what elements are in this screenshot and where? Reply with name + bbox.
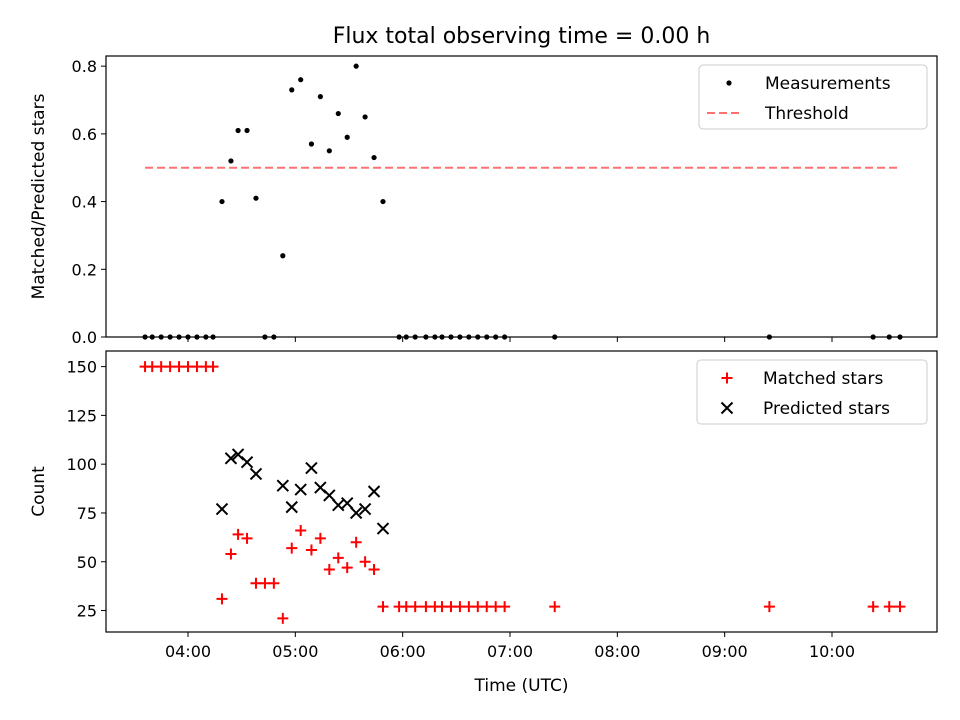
measurements-point <box>317 94 323 100</box>
matched-stars-point <box>549 601 561 613</box>
measurements-point <box>353 63 359 69</box>
chart-title: Flux total observing time = 0.00 h <box>333 24 711 49</box>
measurements-point <box>253 195 259 201</box>
x-tick-label: 04:00 <box>165 642 211 661</box>
measurements-point <box>219 198 225 205</box>
measurements-point <box>335 110 341 117</box>
measurements-point <box>228 158 234 164</box>
matched-stars-point <box>359 556 371 568</box>
legend-threshold-label: Threshold <box>764 104 849 124</box>
measurements-point <box>308 141 315 147</box>
predicted-stars-point <box>249 467 263 481</box>
matched-stars-point <box>232 528 244 540</box>
plot-frame <box>105 55 938 338</box>
y-tick-label: 0.6 <box>72 125 97 144</box>
x-tick-label: 05:00 <box>272 642 318 661</box>
predicted-stars-point <box>367 485 381 498</box>
legend-measurements-swatch <box>726 80 732 86</box>
matched-stars-point <box>341 562 353 574</box>
y-tick-label: 0.8 <box>72 57 97 76</box>
measurements-point <box>344 134 350 140</box>
legend-predicted-stars-label: Predicted stars <box>763 399 890 419</box>
matched-stars-point <box>268 577 280 589</box>
measurements-point <box>371 154 377 161</box>
y-tick-label: 25 <box>77 602 97 621</box>
predicted-stars-point <box>285 500 298 514</box>
measurements-point <box>326 148 332 154</box>
legend-matched-stars-swatch <box>721 372 733 384</box>
predicted-stars-point <box>376 522 390 535</box>
matched-stars-point <box>883 601 895 613</box>
matched-stars-point <box>305 544 317 556</box>
legend-measurements-label: Measurements <box>765 74 891 94</box>
matched-stars-point <box>377 601 389 613</box>
plot-frame <box>105 350 938 633</box>
y-tick-label: 50 <box>77 553 97 572</box>
matched-stars-point <box>350 536 362 548</box>
x-tick-label: 07:00 <box>487 642 533 661</box>
measurements-point <box>244 127 250 134</box>
measurements-point <box>380 198 386 205</box>
measurements-point <box>298 77 304 83</box>
predicted-stars-point <box>276 479 290 492</box>
matched-stars-point <box>867 601 879 613</box>
legend-matched-stars-label: Matched stars <box>763 369 883 389</box>
predicted-stars-point <box>294 483 307 496</box>
predicted-stars-point <box>224 452 238 465</box>
matched-stars-point <box>499 601 511 613</box>
matched-stars-point <box>286 542 298 554</box>
matched-stars-point <box>277 612 289 624</box>
y-tick-label: 0.0 <box>72 328 97 347</box>
y-tick-label: 0.2 <box>72 260 97 279</box>
legend-box <box>696 359 928 425</box>
y-tick-label: 0.4 <box>72 193 97 212</box>
matched-stars-point <box>207 361 219 373</box>
predicted-stars-point <box>349 506 363 520</box>
y-axis-label: Count <box>29 466 49 517</box>
matched-stars-point <box>216 593 228 605</box>
y-tick-label: 150 <box>66 358 97 377</box>
y-tick-label: 100 <box>66 455 97 474</box>
matched-stars-point <box>894 601 906 613</box>
measurements-point <box>280 253 286 259</box>
matched-stars-point <box>295 525 307 537</box>
measurements-point <box>362 114 368 120</box>
y-tick-label: 75 <box>77 504 97 523</box>
matched-stars-point <box>241 532 253 544</box>
matched-stars-point <box>332 552 344 564</box>
matched-stars-point <box>323 564 335 576</box>
matched-stars-point <box>368 564 380 576</box>
x-tick-label: 06:00 <box>380 642 426 661</box>
predicted-stars-point <box>305 461 318 475</box>
predicted-stars-point <box>358 502 372 516</box>
predicted-stars-point <box>240 456 254 469</box>
x-tick-label: 08:00 <box>594 642 640 661</box>
x-axis-label: Time (UTC) <box>474 676 569 696</box>
matched-stars-point <box>314 532 326 544</box>
predicted-stars-point <box>323 489 336 502</box>
predicted-stars-point <box>341 497 354 510</box>
matched-stars-point <box>763 601 775 613</box>
y-axis-label: Matched/Predicted stars <box>29 93 49 299</box>
legend-box <box>698 64 928 130</box>
matched-stars-point <box>225 548 237 560</box>
x-tick-label: 09:00 <box>702 642 748 661</box>
measurements-point <box>289 87 295 93</box>
legend-predicted-stars-swatch <box>720 401 734 415</box>
y-tick-label: 125 <box>66 406 97 425</box>
measurements-point <box>235 127 241 134</box>
predicted-stars-point <box>215 502 229 516</box>
x-tick-label: 10:00 <box>809 642 855 661</box>
matched-stars-point <box>409 601 421 613</box>
